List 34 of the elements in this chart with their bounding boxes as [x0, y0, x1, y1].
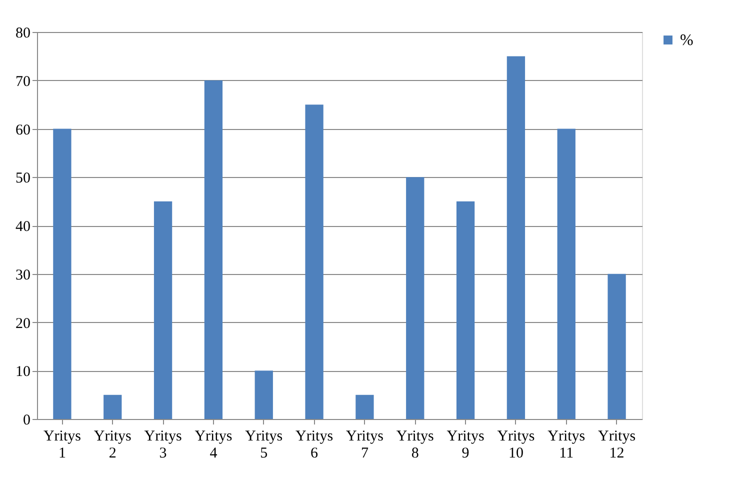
y-tick-label: 0 — [23, 412, 30, 428]
x-tick-label: Yritys 6 — [296, 428, 334, 462]
y-tick-label: 30 — [16, 267, 30, 284]
x-tick-label: Yritys 1 — [43, 428, 82, 462]
x-tick-label: Yritys 4 — [194, 428, 232, 462]
x-tick-label: Yritys 3 — [144, 428, 182, 462]
bar — [608, 274, 626, 419]
bar — [104, 394, 122, 419]
x-tick-label: Yritys 2 — [94, 428, 132, 462]
bar — [406, 177, 424, 419]
y-tick-label: 70 — [16, 74, 30, 90]
bar — [506, 56, 526, 419]
y-tick-label: 10 — [16, 364, 30, 380]
x-tick-label: Yritys 5 — [245, 428, 283, 462]
bar — [154, 201, 172, 419]
y-tick-label: 20 — [16, 316, 30, 332]
bar — [254, 370, 273, 419]
x-tick-label: Yritys 11 — [548, 428, 586, 462]
bar — [53, 128, 72, 419]
y-tick-label: 80 — [16, 26, 30, 42]
bar — [456, 201, 475, 419]
bar — [356, 394, 374, 419]
x-tick-label: Yritys 8 — [396, 428, 434, 462]
x-tick-label: Yritys 7 — [346, 428, 384, 462]
legend-label: % — [680, 32, 694, 49]
bar — [557, 128, 576, 419]
y-tick-label: 40 — [16, 219, 30, 235]
y-tick-label: 60 — [16, 122, 30, 138]
bar — [305, 104, 324, 419]
bar — [204, 80, 223, 419]
y-tick-label: 50 — [16, 170, 30, 187]
x-tick-label: Yritys 12 — [598, 428, 636, 462]
x-tick-label: Yritys 9 — [446, 428, 484, 462]
x-tick-label: Yritys 10 — [497, 428, 535, 462]
